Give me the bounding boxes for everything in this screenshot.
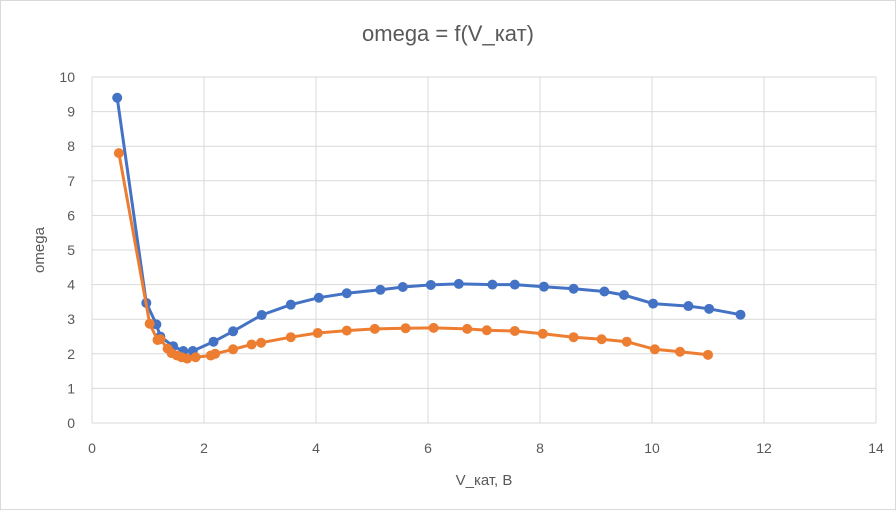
series-2-point [675,346,685,357]
series-2-point [369,323,380,334]
y-tick-labels: 0 1 2 3 4 5 6 7 8 9 10 [59,69,75,431]
series-2-point [703,349,713,360]
series-2-point [509,325,520,336]
series-1 [112,92,746,357]
x-axis-label: V_кат, В [456,472,513,489]
series-1-point [228,326,239,337]
series-1-point [256,310,267,321]
series-2-point [210,348,221,359]
x-tick-label: 12 [756,440,772,456]
series-2-point [182,353,193,364]
y-tick-label: 6 [67,207,75,223]
series-2-point [596,334,607,345]
series-1-point [453,278,464,289]
series-1-point [208,336,219,347]
x-tick-label: 4 [312,440,320,456]
y-tick-label: 5 [67,242,75,258]
x-tick-label: 2 [200,440,208,456]
series-2-point [537,328,548,339]
series-2-point [228,344,239,355]
series-1-point [285,299,296,310]
y-tick-label: 0 [67,415,75,431]
series-1-point [375,284,386,295]
series-1-point [568,283,579,294]
series-2-point [481,325,492,336]
series-2-point [568,332,579,343]
series-1-point [397,282,408,293]
chart-title: omega = f(V_кат) [362,21,534,46]
series-1-point [599,286,610,297]
series-2-point [341,325,352,336]
series-2-point [400,323,411,334]
series-1-point [112,92,123,103]
series-2-point [246,339,257,350]
series-2-point [155,334,166,345]
y-tick-label: 8 [67,138,75,154]
series-2-point [190,352,201,363]
y-tick-label: 2 [67,346,75,362]
x-tick-labels: 0 2 4 6 8 10 12 14 [88,440,884,456]
series-2-line [117,151,710,361]
series-1-point [313,292,324,303]
y-tick-label: 1 [67,380,75,396]
series-2-point [113,148,124,159]
y-tick-label: 10 [59,69,75,85]
series-2-point [256,337,267,348]
series-2-point [428,322,439,333]
series-1-point [509,279,520,290]
series-1-point [683,301,694,312]
series-1-point [704,303,715,314]
series-2-point [144,318,155,329]
series-1-line [115,96,742,353]
y-tick-label: 9 [67,104,75,120]
y-tick-label: 7 [67,173,75,189]
series-1-point [648,298,659,309]
series-2-point [285,332,296,343]
gridlines [91,76,877,424]
x-tick-label: 0 [88,440,96,456]
series-1-point [538,281,549,292]
y-axis-label: omega [31,226,48,273]
series-layer [112,92,746,364]
x-tick-label: 6 [424,440,432,456]
series-2 [113,148,713,364]
x-tick-label: 14 [868,440,884,456]
series-2-point [649,344,660,355]
y-tick-label: 4 [67,277,75,293]
series-1-point [341,288,352,299]
series-2-point [462,323,473,334]
series-2-point [621,336,632,347]
x-tick-label: 10 [644,440,660,456]
series-1-point [487,279,498,290]
series-1-point [735,309,746,320]
series-1-point [425,279,436,290]
y-tick-label: 3 [67,311,75,327]
x-tick-label: 8 [536,440,544,456]
series-2-point [312,328,323,339]
series-1-point [619,289,629,300]
